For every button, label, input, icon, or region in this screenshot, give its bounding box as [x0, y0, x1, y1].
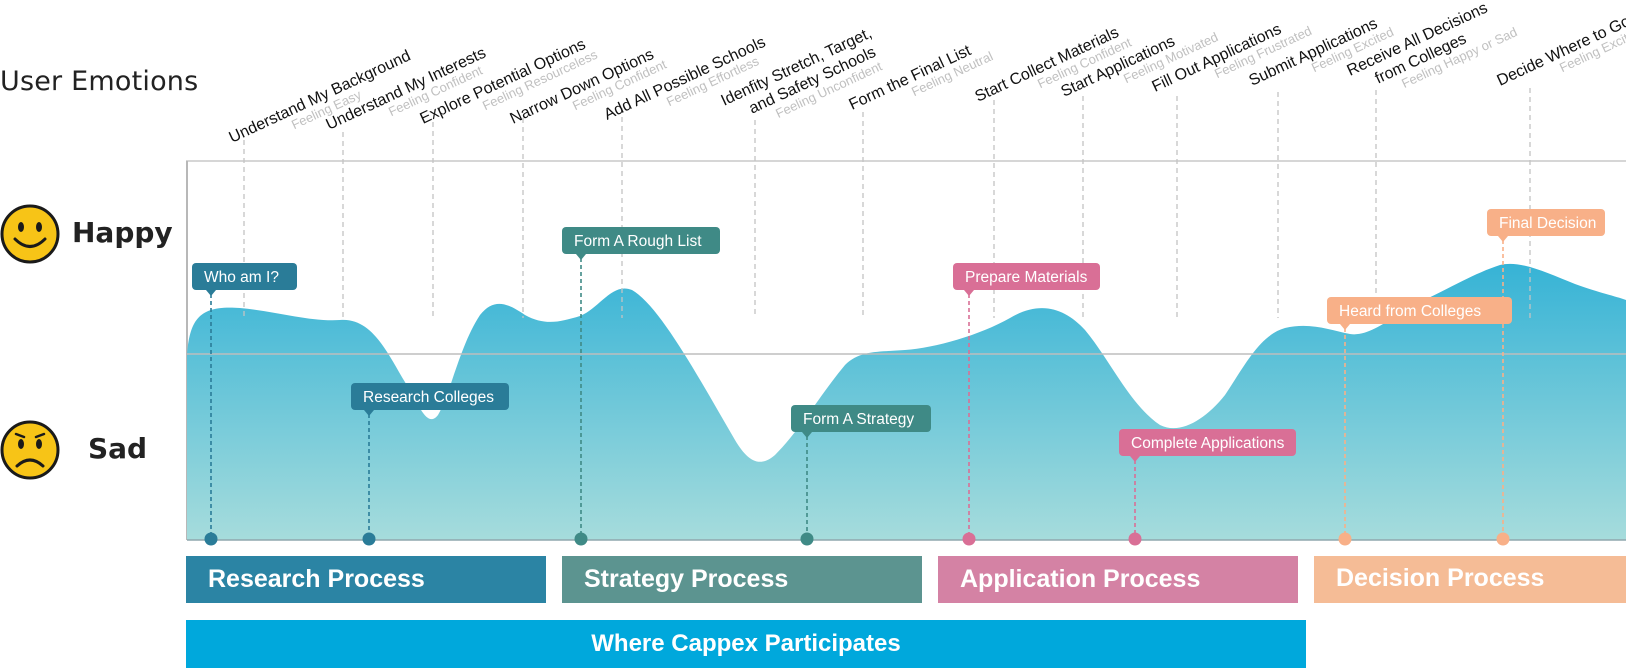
milestone-label: Final Decision — [1499, 215, 1596, 232]
milestone-label: Who am I? — [204, 269, 279, 286]
milestone-dot — [1496, 532, 1510, 546]
milestone-tag-pointer — [1130, 456, 1140, 462]
happy-face-icon — [0, 204, 60, 264]
page-title: User Emotions — [0, 66, 199, 97]
milestone-dot — [574, 532, 588, 546]
milestone-label: Heard from Colleges — [1339, 303, 1481, 320]
sad-face-icon — [0, 420, 60, 480]
milestone-3: Form A Rough List — [562, 227, 720, 546]
emotion-wave — [187, 263, 1626, 540]
milestone-tag — [791, 405, 931, 432]
milestone-tag — [351, 383, 509, 410]
milestone-1: Who am I? — [192, 263, 297, 546]
milestone-dot — [962, 532, 976, 546]
milestone-8: Final Decision — [1487, 209, 1605, 546]
milestone-tag — [1487, 209, 1605, 236]
phase-strategy: Strategy Process — [562, 556, 922, 603]
step-label: Start Collect Materials — [973, 24, 1122, 106]
milestone-tag-pointer — [964, 290, 974, 296]
milestone-label: Prepare Materials — [965, 269, 1088, 286]
milestone-dot — [362, 532, 376, 546]
milestone-tag-pointer — [802, 432, 812, 438]
phase-research: Research Process — [186, 556, 546, 603]
milestone-tag — [1119, 429, 1296, 456]
milestone-tag — [953, 263, 1100, 290]
milestone-tag — [192, 263, 297, 290]
milestone-tag — [1327, 297, 1512, 324]
milestone-label: Form A Rough List — [574, 233, 702, 250]
sad-label: Sad — [88, 432, 148, 465]
phase-decision: Decision Process — [1314, 556, 1626, 603]
milestone-tag-pointer — [1498, 236, 1508, 242]
milestone-dot — [1128, 532, 1142, 546]
milestone-6: Complete Applications — [1119, 429, 1296, 546]
milestone-5: Prepare Materials — [953, 263, 1100, 546]
milestone-4: Form A Strategy — [791, 405, 931, 546]
milestone-tag-pointer — [1340, 324, 1350, 330]
milestone-dot — [204, 532, 218, 546]
milestone-tag-pointer — [206, 290, 216, 296]
milestone-tag-pointer — [364, 410, 374, 416]
milestone-tag-pointer — [576, 254, 586, 260]
milestone-label: Research Colleges — [363, 389, 494, 406]
phase-application: Application Process — [938, 556, 1298, 603]
cappex-participation-bar: Where Cappex Participates — [186, 620, 1306, 668]
milestone-7: Heard from Colleges — [1327, 297, 1512, 546]
happy-label: Happy — [72, 216, 173, 249]
milestone-dot — [1338, 532, 1352, 546]
milestone-label: Form A Strategy — [803, 411, 914, 428]
milestone-2: Research Colleges — [351, 383, 509, 546]
milestone-tag — [562, 227, 720, 254]
milestone-dot — [800, 532, 814, 546]
milestone-label: Complete Applications — [1131, 435, 1285, 452]
